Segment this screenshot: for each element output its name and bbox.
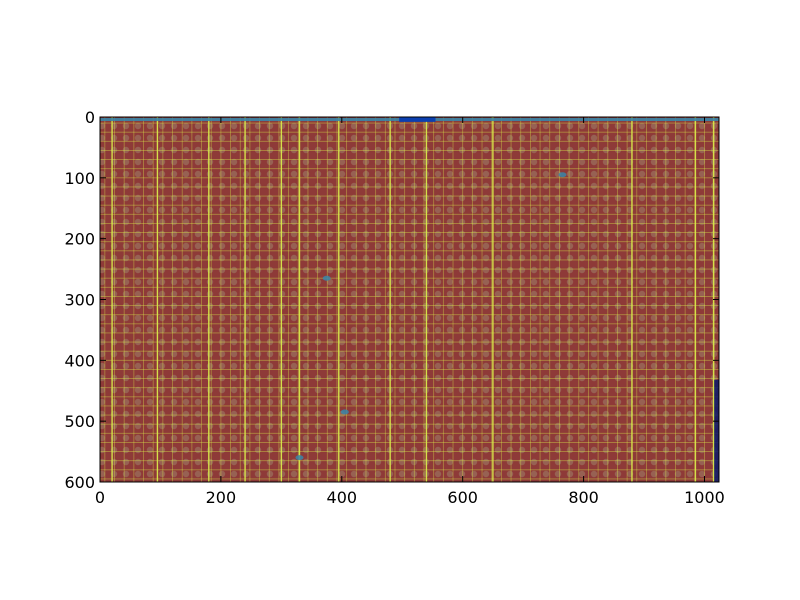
y-tick-label: 600 bbox=[64, 473, 95, 492]
y-tick-label: 400 bbox=[64, 351, 95, 370]
x-tick-label: 800 bbox=[568, 488, 599, 507]
horizontal-grid-lines bbox=[100, 122, 719, 480]
y-tick-label: 100 bbox=[64, 169, 95, 188]
y-tick-label: 0 bbox=[85, 108, 95, 127]
x-tick-label: 600 bbox=[447, 488, 478, 507]
plot-area bbox=[99, 116, 720, 483]
x-tick-label: 200 bbox=[206, 488, 237, 507]
heatmap-features bbox=[100, 117, 719, 482]
cyan-mark bbox=[558, 172, 567, 178]
y-tick-label: 300 bbox=[64, 291, 95, 310]
right-edge-dark-strip bbox=[714, 379, 719, 482]
x-axis: 0 200 400 600 800 1000 bbox=[95, 117, 725, 507]
heatmap-background bbox=[100, 117, 719, 482]
y-tick-label: 500 bbox=[64, 412, 95, 431]
y-axis: 0 100 200 300 400 500 600 bbox=[64, 108, 719, 492]
x-tick-label: 1000 bbox=[684, 488, 725, 507]
cyan-mark bbox=[340, 409, 349, 415]
y-tick-label: 200 bbox=[64, 230, 95, 249]
blue-patch bbox=[399, 117, 436, 122]
x-tick-label: 400 bbox=[327, 488, 358, 507]
cyan-mark bbox=[322, 275, 331, 281]
x-tick-label: 0 bbox=[95, 488, 105, 507]
cyan-mark bbox=[295, 455, 304, 461]
